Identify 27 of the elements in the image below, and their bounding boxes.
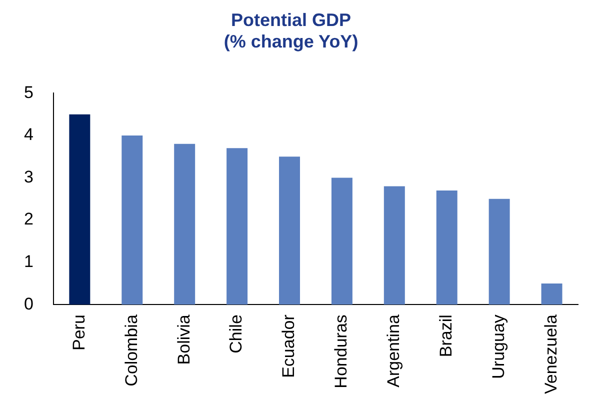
bar	[488, 198, 510, 305]
bar	[541, 283, 562, 305]
bar	[69, 114, 90, 305]
bar	[331, 178, 352, 305]
x-tick-label: Brazil	[436, 314, 456, 358]
bar	[384, 186, 405, 305]
bar	[436, 190, 458, 305]
x-tick-label: Chile	[226, 314, 246, 354]
y-tick-label: 4	[24, 125, 34, 144]
x-tick-label: Honduras	[332, 314, 351, 388]
x-tick-label: Bolivia	[174, 314, 194, 365]
bar	[226, 148, 248, 305]
y-tick-label: 3	[24, 167, 34, 186]
y-tick-label: 1	[24, 252, 34, 272]
y-tick-label: 0	[24, 294, 34, 314]
x-tick-label: Peru	[69, 314, 88, 351]
bar	[279, 156, 300, 305]
x-tick-label: Ecuador	[279, 314, 298, 378]
bar	[122, 135, 143, 305]
x-tick-label: Venezuela	[541, 314, 560, 394]
bar	[174, 144, 196, 305]
x-tick-label: Uruguay	[489, 314, 508, 379]
x-tick-label: Colombia	[122, 314, 141, 386]
x-tick-label: Argentina	[384, 314, 404, 388]
chart-title: Potential GDP (% change YoY)	[224, 10, 358, 52]
y-tick-label: 5	[24, 82, 34, 102]
y-tick-label: 2	[24, 210, 34, 229]
